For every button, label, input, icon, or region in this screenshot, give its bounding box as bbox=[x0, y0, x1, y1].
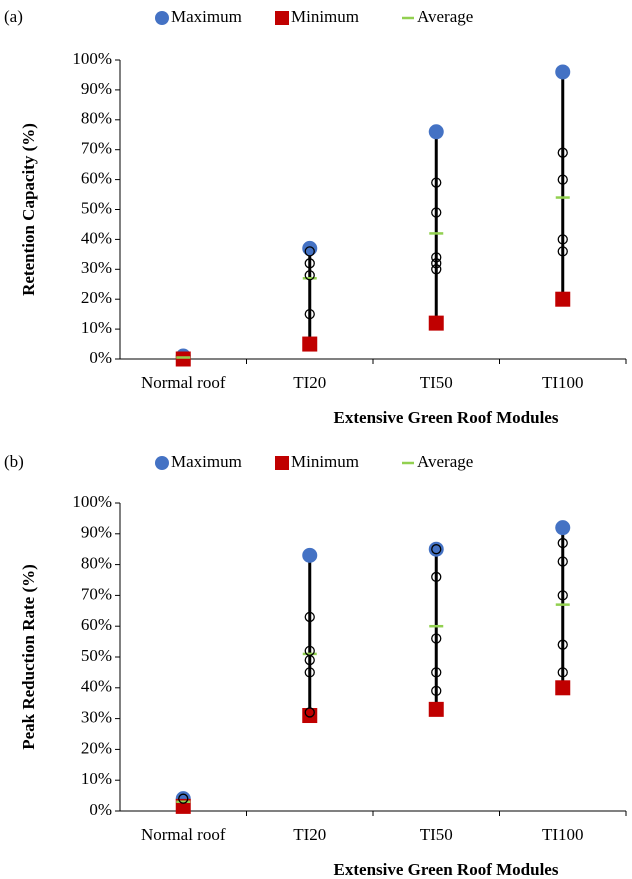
min-marker bbox=[555, 680, 571, 696]
y-tick-label: 20% bbox=[81, 288, 112, 307]
min-marker bbox=[302, 336, 318, 352]
observation bbox=[431, 258, 442, 269]
legend-label: Minimum bbox=[291, 452, 359, 471]
panel-label: (a) bbox=[4, 7, 23, 26]
legend-marker bbox=[155, 11, 169, 25]
min-marker bbox=[428, 701, 444, 717]
x-tick-label: TI100 bbox=[542, 825, 584, 844]
observation bbox=[557, 234, 568, 245]
observation bbox=[431, 207, 442, 218]
min-marker bbox=[428, 315, 444, 331]
x-axis-label: Extensive Green Roof Modules bbox=[334, 408, 559, 427]
observation bbox=[304, 707, 315, 718]
observation bbox=[431, 571, 442, 583]
x-tick-label: TI20 bbox=[293, 373, 326, 392]
max-marker bbox=[302, 240, 318, 256]
y-tick-label: 0% bbox=[89, 348, 112, 367]
observation bbox=[557, 147, 568, 158]
y-tick-label: 80% bbox=[81, 109, 112, 128]
max-marker bbox=[555, 520, 571, 536]
y-axis-label: Retention Capacity (%) bbox=[19, 123, 38, 296]
y-tick-label: 0% bbox=[89, 800, 112, 819]
y-tick-label: 50% bbox=[81, 646, 112, 665]
observation bbox=[304, 308, 315, 320]
y-tick-label: 10% bbox=[81, 769, 112, 788]
y-tick-label: 60% bbox=[81, 615, 112, 634]
y-tick-label: 40% bbox=[81, 228, 112, 247]
y-tick-label: 70% bbox=[81, 139, 112, 158]
observation bbox=[304, 667, 315, 678]
y-tick-label: 90% bbox=[81, 79, 112, 98]
min-marker bbox=[175, 351, 191, 367]
y-tick-label: 30% bbox=[81, 708, 112, 727]
y-tick-label: 90% bbox=[81, 523, 112, 542]
y-tick-label: 50% bbox=[81, 198, 112, 217]
legend-label: Average bbox=[417, 452, 473, 471]
observation bbox=[304, 270, 315, 281]
observation bbox=[557, 556, 568, 567]
max-marker bbox=[555, 64, 571, 80]
observation bbox=[557, 246, 568, 257]
y-tick-label: 80% bbox=[81, 554, 112, 573]
max-marker bbox=[428, 541, 444, 557]
legend-marker bbox=[275, 11, 289, 25]
observation bbox=[304, 654, 315, 666]
legend-label: Minimum bbox=[291, 7, 359, 26]
x-tick-label: TI100 bbox=[542, 373, 584, 392]
y-tick-label: 60% bbox=[81, 169, 112, 188]
x-tick-label: TI50 bbox=[420, 373, 453, 392]
y-tick-label: 100% bbox=[72, 49, 112, 68]
observation bbox=[431, 252, 442, 263]
x-axis-label: Extensive Green Roof Modules bbox=[334, 860, 559, 879]
observation bbox=[431, 667, 442, 678]
legend-marker bbox=[275, 456, 289, 470]
max-marker bbox=[302, 547, 318, 563]
observation bbox=[557, 537, 568, 549]
min-marker bbox=[302, 708, 318, 724]
legend-label: Maximum bbox=[171, 7, 242, 26]
legend-label: Maximum bbox=[171, 452, 242, 471]
y-tick-label: 20% bbox=[81, 738, 112, 757]
observation bbox=[431, 177, 442, 188]
min-marker bbox=[555, 291, 571, 307]
observation bbox=[431, 264, 442, 275]
panel-label: (b) bbox=[4, 452, 24, 471]
y-tick-label: 70% bbox=[81, 584, 112, 603]
y-axis-label: Peak Reduction Rate (%) bbox=[19, 564, 38, 750]
legend-label: Average bbox=[417, 7, 473, 26]
observation bbox=[557, 590, 568, 601]
y-tick-label: 100% bbox=[72, 492, 112, 511]
x-tick-label: Normal roof bbox=[141, 373, 226, 392]
legend-marker bbox=[155, 456, 169, 470]
observation bbox=[178, 793, 189, 804]
observation bbox=[304, 246, 315, 257]
max-marker bbox=[428, 124, 444, 140]
y-tick-label: 10% bbox=[81, 318, 112, 337]
observation bbox=[431, 544, 442, 555]
observation bbox=[557, 667, 568, 678]
observation bbox=[431, 685, 442, 697]
y-tick-label: 40% bbox=[81, 677, 112, 696]
observation bbox=[431, 633, 442, 644]
observation bbox=[557, 174, 568, 185]
x-tick-label: TI20 bbox=[293, 825, 326, 844]
observation bbox=[557, 639, 568, 650]
x-tick-label: Normal roof bbox=[141, 825, 226, 844]
y-tick-label: 30% bbox=[81, 258, 112, 277]
observation bbox=[304, 258, 315, 269]
x-tick-label: TI50 bbox=[420, 825, 453, 844]
observation bbox=[304, 611, 315, 623]
